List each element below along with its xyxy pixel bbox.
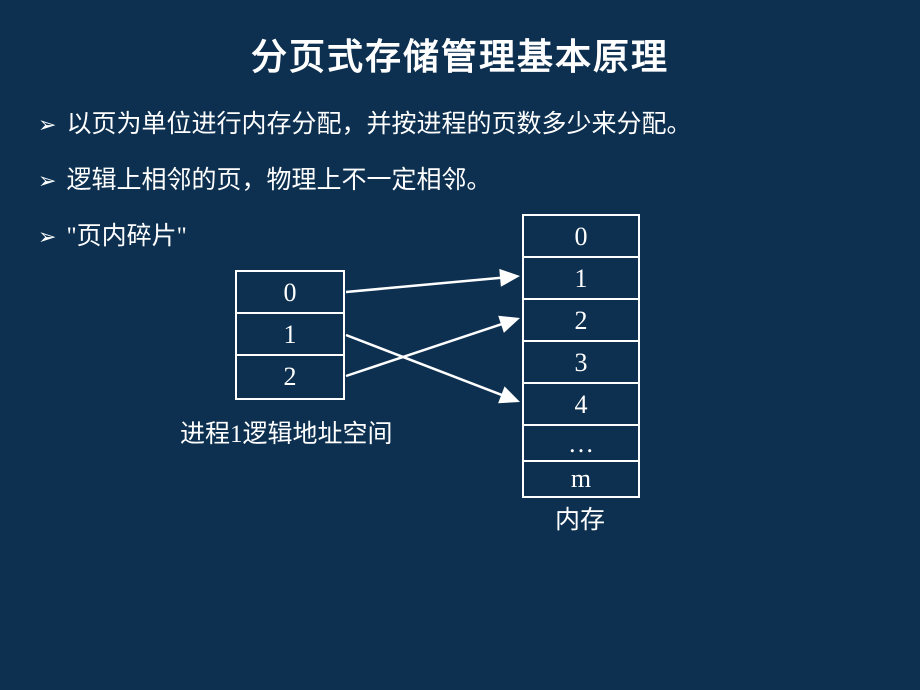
bullet-list: ➢ 以页为单位进行内存分配，并按进程的页数多少来分配。 ➢ 逻辑上相邻的页，物理… bbox=[38, 108, 920, 254]
memory-frame-cell: 2 bbox=[524, 300, 638, 342]
mapping-arrow-line bbox=[346, 335, 509, 398]
mapping-arrow-line bbox=[346, 277, 508, 292]
bullet-text: "页内碎片" bbox=[66, 220, 186, 254]
bullet-item: ➢ 以页为单位进行内存分配，并按进程的页数多少来分配。 bbox=[38, 108, 920, 142]
mapping-arrow-head-icon bbox=[499, 269, 520, 287]
logical-page-cell: 0 bbox=[237, 272, 343, 314]
memory-frame-cell: … bbox=[524, 426, 638, 462]
memory-frame-cell: m bbox=[524, 462, 638, 496]
memory-table: 01234…m bbox=[522, 214, 640, 498]
mapping-arrow-head-icon bbox=[498, 316, 520, 333]
bullet-marker-icon: ➢ bbox=[38, 220, 56, 254]
paging-diagram: 012 01234…m 进程1逻辑地址空间 内存 bbox=[0, 0, 920, 690]
mapping-arrow-head-icon bbox=[498, 386, 520, 403]
bullet-text: 逻辑上相邻的页，物理上不一定相邻。 bbox=[66, 164, 491, 198]
memory-frame-cell: 1 bbox=[524, 258, 638, 300]
memory-label: 内存 bbox=[555, 500, 605, 536]
bullet-text: 以页为单位进行内存分配，并按进程的页数多少来分配。 bbox=[66, 108, 691, 142]
bullet-marker-icon: ➢ bbox=[38, 108, 56, 142]
logical-address-table: 012 bbox=[235, 270, 345, 400]
memory-frame-cell: 4 bbox=[524, 384, 638, 426]
logical-page-cell: 1 bbox=[237, 314, 343, 356]
mapping-arrow-line bbox=[346, 322, 509, 376]
logical-page-cell: 2 bbox=[237, 356, 343, 398]
arrows-layer bbox=[0, 0, 920, 690]
slide-title: 分页式存储管理基本原理 bbox=[0, 0, 920, 80]
bullet-marker-icon: ➢ bbox=[38, 164, 56, 198]
logical-address-label: 进程1逻辑地址空间 bbox=[180, 414, 393, 450]
bullet-item: ➢ 逻辑上相邻的页，物理上不一定相邻。 bbox=[38, 164, 920, 198]
memory-frame-cell: 3 bbox=[524, 342, 638, 384]
bullet-item: ➢ "页内碎片" bbox=[38, 220, 920, 254]
